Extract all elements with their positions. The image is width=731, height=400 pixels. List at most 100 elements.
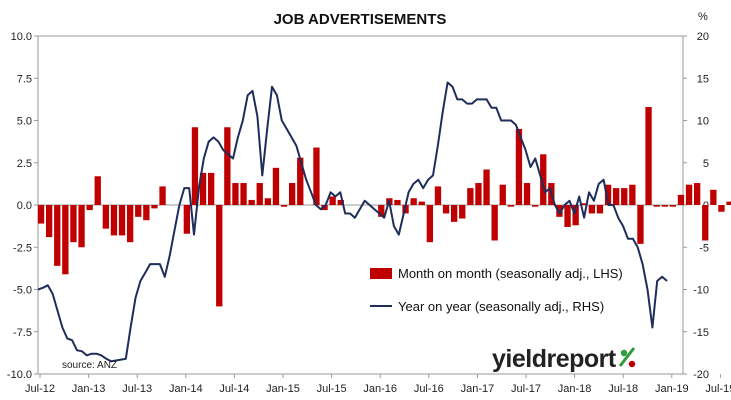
left-tick-label: -5.0 xyxy=(13,285,32,297)
bar-month-on-month xyxy=(224,127,231,205)
line-year-on-year xyxy=(37,81,668,363)
bar-month-on-month xyxy=(216,205,223,307)
bar-month-on-month xyxy=(240,183,247,205)
bar-month-on-month xyxy=(483,169,490,205)
bar-month-on-month xyxy=(540,154,547,205)
legend-label-month-on-month: Month on month (seasonally adj., LHS) xyxy=(398,266,623,281)
source-note: source: ANZ xyxy=(62,360,117,371)
bar-month-on-month xyxy=(426,205,434,243)
bar-month-on-month xyxy=(297,157,304,205)
right-tick-label: 15 xyxy=(697,73,709,85)
bar-month-on-month xyxy=(159,186,166,205)
bar-month-on-month xyxy=(54,205,61,266)
bar-month-on-month xyxy=(329,196,336,205)
bar-month-on-month xyxy=(135,205,142,217)
bar-month-on-month xyxy=(523,183,531,205)
bar-month-on-month xyxy=(94,176,101,205)
bar-month-on-month xyxy=(531,205,539,207)
left-tick-label: 5.0 xyxy=(17,116,32,128)
bar-month-on-month xyxy=(418,201,425,205)
x-tick-label: Jul-18 xyxy=(608,383,638,395)
bar-month-on-month xyxy=(248,199,255,205)
x-axis: Jul-12 Jan-13 Jul-13 Jan-14 Jul-14 Jan-15 Jul-… xyxy=(25,374,731,395)
bar-month-on-month xyxy=(661,205,668,207)
bar-month-on-month xyxy=(62,205,69,275)
x-tick-label: Jul-14 xyxy=(219,383,249,395)
bar-month-on-month xyxy=(264,198,272,205)
bar-month-on-month xyxy=(450,205,458,222)
right-tick-label: -15 xyxy=(693,327,709,339)
bar-month-on-month xyxy=(702,205,709,241)
bar-month-on-month xyxy=(78,205,85,248)
bar-month-on-month xyxy=(280,205,288,207)
bar-month-on-month xyxy=(629,184,636,205)
legend-swatch-month-on-month xyxy=(370,268,392,279)
x-tick-label: Jan-13 xyxy=(72,383,106,395)
x-tick-label: Jul-13 xyxy=(122,383,152,395)
bar-month-on-month xyxy=(467,188,474,205)
x-tick-label: Jul-19 xyxy=(705,383,731,395)
legend: Month on month (seasonally adj., LHS) Ye… xyxy=(370,266,623,314)
left-axis: -10.0 -7.5 -5.0 -2.5 0.0 2.5 5.0 7.5 10.0 xyxy=(7,31,38,381)
bar-month-on-month xyxy=(499,184,506,205)
bar-month-on-month xyxy=(151,205,158,209)
bar-month-on-month xyxy=(726,201,731,205)
legend-label-year-on-year: Year on year (seasonally adj., RHS) xyxy=(398,299,604,314)
bar-month-on-month xyxy=(70,205,77,243)
right-tick-label: 10 xyxy=(697,116,709,128)
right-tick-label: 5 xyxy=(703,158,709,170)
logo-wordmark: yieldreport xyxy=(492,345,617,373)
bar-month-on-month xyxy=(45,205,53,238)
bar-month-on-month xyxy=(442,205,450,214)
left-tick-label: -7.5 xyxy=(13,327,32,339)
left-tick-label: 7.5 xyxy=(17,73,32,85)
x-tick-label: Jul-16 xyxy=(414,383,444,395)
x-tick-label: Jul-12 xyxy=(25,383,55,395)
bar-month-on-month xyxy=(232,183,239,205)
bar-month-on-month xyxy=(685,184,693,205)
bar-month-on-month xyxy=(434,186,442,205)
line-series-year-on-year xyxy=(37,81,668,363)
right-tick-label: -5 xyxy=(699,242,709,254)
left-tick-label: 2.5 xyxy=(17,158,32,170)
right-tick-label: -10 xyxy=(693,285,709,297)
bar-month-on-month xyxy=(612,188,620,205)
x-tick-label: Jan-18 xyxy=(558,383,592,395)
bar-month-on-month xyxy=(102,205,110,229)
bar-month-on-month xyxy=(288,183,296,205)
bar-series-month-on-month xyxy=(37,106,731,307)
x-tick-label: Jul-15 xyxy=(317,383,347,395)
bar-month-on-month xyxy=(718,205,725,212)
bar-month-on-month xyxy=(378,205,385,217)
bar-month-on-month xyxy=(572,205,579,226)
bar-month-on-month xyxy=(556,205,563,217)
x-tick-label: Jan-14 xyxy=(169,383,203,395)
bar-month-on-month xyxy=(637,205,644,244)
bar-month-on-month xyxy=(37,205,45,224)
bar-month-on-month xyxy=(272,167,280,205)
bar-month-on-month xyxy=(394,199,401,205)
chart-title: JOB ADVERTISEMENTS xyxy=(274,11,447,28)
bar-month-on-month xyxy=(207,172,215,205)
bar-month-on-month xyxy=(677,194,685,205)
bar-month-on-month xyxy=(191,127,199,205)
bar-month-on-month xyxy=(653,205,660,207)
left-tick-label: -10.0 xyxy=(7,369,32,381)
right-tick-label: 20 xyxy=(697,31,709,43)
bar-month-on-month xyxy=(645,106,652,205)
bar-month-on-month xyxy=(507,205,515,207)
bar-month-on-month xyxy=(183,205,191,234)
bar-month-on-month xyxy=(564,205,571,227)
bar-month-on-month xyxy=(621,188,628,205)
bar-month-on-month xyxy=(693,183,701,205)
bar-month-on-month xyxy=(313,147,320,205)
bar-month-on-month xyxy=(588,205,596,214)
x-tick-label: Jul-17 xyxy=(511,383,541,395)
bar-month-on-month xyxy=(580,203,587,205)
bar-month-on-month xyxy=(143,205,150,221)
bar-month-on-month xyxy=(126,205,134,243)
bar-month-on-month xyxy=(337,199,344,205)
x-tick-label: Jan-15 xyxy=(266,383,300,395)
bar-month-on-month xyxy=(256,183,263,205)
bar-month-on-month xyxy=(604,184,612,205)
